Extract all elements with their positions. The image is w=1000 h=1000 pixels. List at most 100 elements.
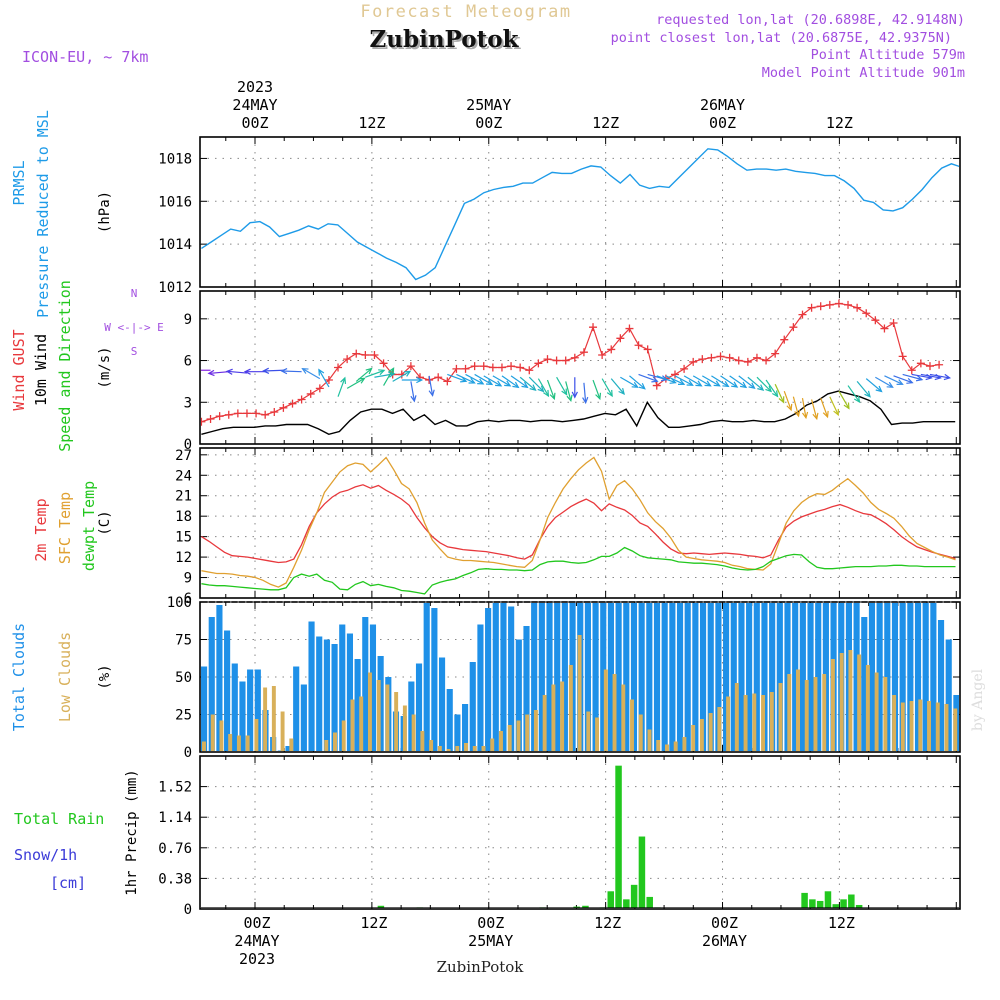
temp-line-dew	[201, 546, 956, 595]
top-time-label: 26MAY	[700, 96, 745, 114]
y-tick-label: 25	[175, 708, 192, 724]
wind-arrow-head	[571, 391, 578, 399]
gust-marker	[552, 356, 561, 365]
gust-marker	[516, 363, 525, 372]
panel-data	[201, 603, 959, 751]
cloud-bar-total	[907, 603, 914, 751]
cloud-bar-low	[446, 749, 451, 751]
y-tick-label: 0	[184, 902, 192, 918]
cloud-bar-total	[623, 603, 630, 751]
cloud-bar-low	[367, 672, 372, 751]
wind-arrow-head	[595, 392, 602, 401]
wind-arrow	[738, 375, 755, 389]
cloud-bar-low	[717, 707, 722, 751]
wind-arrow	[263, 369, 284, 372]
wind-arrow	[629, 375, 646, 390]
wind-arrow-head	[477, 378, 485, 385]
cloud-bar-total	[546, 603, 553, 751]
gust-marker	[379, 359, 388, 368]
wind-arrow-head	[853, 395, 861, 404]
y-tick-label: 3	[184, 395, 192, 411]
gust-marker	[916, 359, 925, 368]
y-tick-label: 1014	[158, 237, 192, 253]
wind-arrow-head	[651, 376, 659, 383]
cloud-bar-low	[324, 740, 329, 751]
top-time-label: 12Z	[592, 114, 619, 132]
wind-arrow	[893, 375, 913, 384]
gust-marker	[825, 300, 834, 309]
wind-arrow-head	[485, 379, 494, 386]
gust-marker	[725, 353, 734, 362]
cloud-bar-total	[615, 603, 622, 751]
wind-arrow-head	[915, 375, 924, 382]
gust-marker	[334, 363, 343, 372]
gust-marker	[261, 410, 270, 419]
wind-arrow-head	[704, 380, 712, 387]
point-altitude: Point Altitude 579m	[811, 47, 965, 63]
gust-marker	[762, 356, 771, 365]
top-time-label: 24MAY	[232, 96, 277, 114]
wind-arrow-head	[566, 394, 573, 403]
wind-arrow	[783, 390, 792, 411]
wind-arrow	[884, 375, 903, 385]
cloud-bar-low	[289, 738, 294, 751]
wind-arrow-head	[739, 381, 748, 389]
gust-marker	[670, 370, 679, 379]
gust-marker	[434, 373, 443, 382]
y-axis-label: (%)	[97, 664, 113, 689]
wind-arrow-head	[731, 381, 739, 388]
bottom-time-label: 12Z	[360, 914, 387, 932]
temp-line-sfc	[201, 456, 956, 588]
y-tick-label: 1018	[158, 151, 192, 167]
panel-temperature: 6 9 12 15 18 21 24 27 (C) 2m Temp SFC Temp dewpt Te…	[32, 447, 961, 607]
cloud-bar-total	[208, 617, 215, 751]
cloud-bar-low	[769, 692, 774, 751]
panel-pressure: 1012 1014 1016 1018 (hPa) PRMSL Pressure Reduc…	[10, 110, 961, 318]
gust-marker	[734, 356, 743, 365]
cloud-bar-low	[883, 677, 888, 751]
wind-arrow	[492, 375, 511, 387]
wind-arrow	[929, 373, 950, 379]
top-time-label: 00Z	[475, 114, 502, 132]
cloud-bar-low	[621, 684, 626, 751]
wind-arrow	[829, 396, 839, 416]
cloud-bar-low	[953, 708, 958, 751]
cloud-bar-total	[692, 603, 699, 751]
wind-arrow-head	[460, 376, 468, 383]
cloud-bar-total	[554, 603, 561, 751]
rain-bar	[801, 892, 808, 908]
panel-frame	[199, 755, 961, 910]
wind-arrow-head	[686, 380, 694, 386]
wind-arrow-head	[943, 373, 952, 381]
panel-clouds: 0 25 50 75 100 (%) Total Clouds Low Clouds	[10, 595, 961, 761]
cloud-bar-low	[708, 713, 713, 751]
watermark: by Angel	[970, 668, 986, 731]
rain-bar	[623, 899, 630, 908]
wind-arrow	[281, 370, 302, 373]
gust-marker	[201, 417, 206, 426]
wind-arrow	[765, 379, 779, 397]
bottom-time-label: 00Z	[477, 914, 504, 932]
wind-arrow	[692, 375, 711, 387]
side-label-snow: Snow/1h	[14, 846, 77, 864]
panel-data	[201, 765, 959, 908]
wind-arrow	[747, 376, 764, 391]
cloud-bar-low	[542, 695, 547, 751]
cloud-bar-total	[761, 603, 768, 751]
gust-marker	[598, 350, 607, 359]
cloud-bar-total	[607, 603, 615, 751]
bottom-time-label: 26MAY	[702, 932, 747, 950]
panel-precip: 0 0.38 0.76 1.14 1.52 1hr Precip (mm) Total Ra…	[14, 755, 961, 918]
gust-marker	[935, 360, 944, 369]
cloud-bar-total	[676, 603, 684, 751]
cloud-bar-total	[945, 639, 952, 751]
wind-arrow	[474, 373, 493, 385]
cloud-bar-low	[822, 674, 827, 751]
gust-marker	[579, 348, 588, 357]
cloud-bar-low	[857, 654, 862, 751]
cloud-bar-total	[746, 603, 753, 751]
cloud-bar-low	[350, 699, 355, 751]
y-tick-label: 1012	[158, 280, 192, 296]
cloud-bar-low	[236, 735, 241, 751]
location-title: ZubinPotok	[370, 26, 520, 53]
